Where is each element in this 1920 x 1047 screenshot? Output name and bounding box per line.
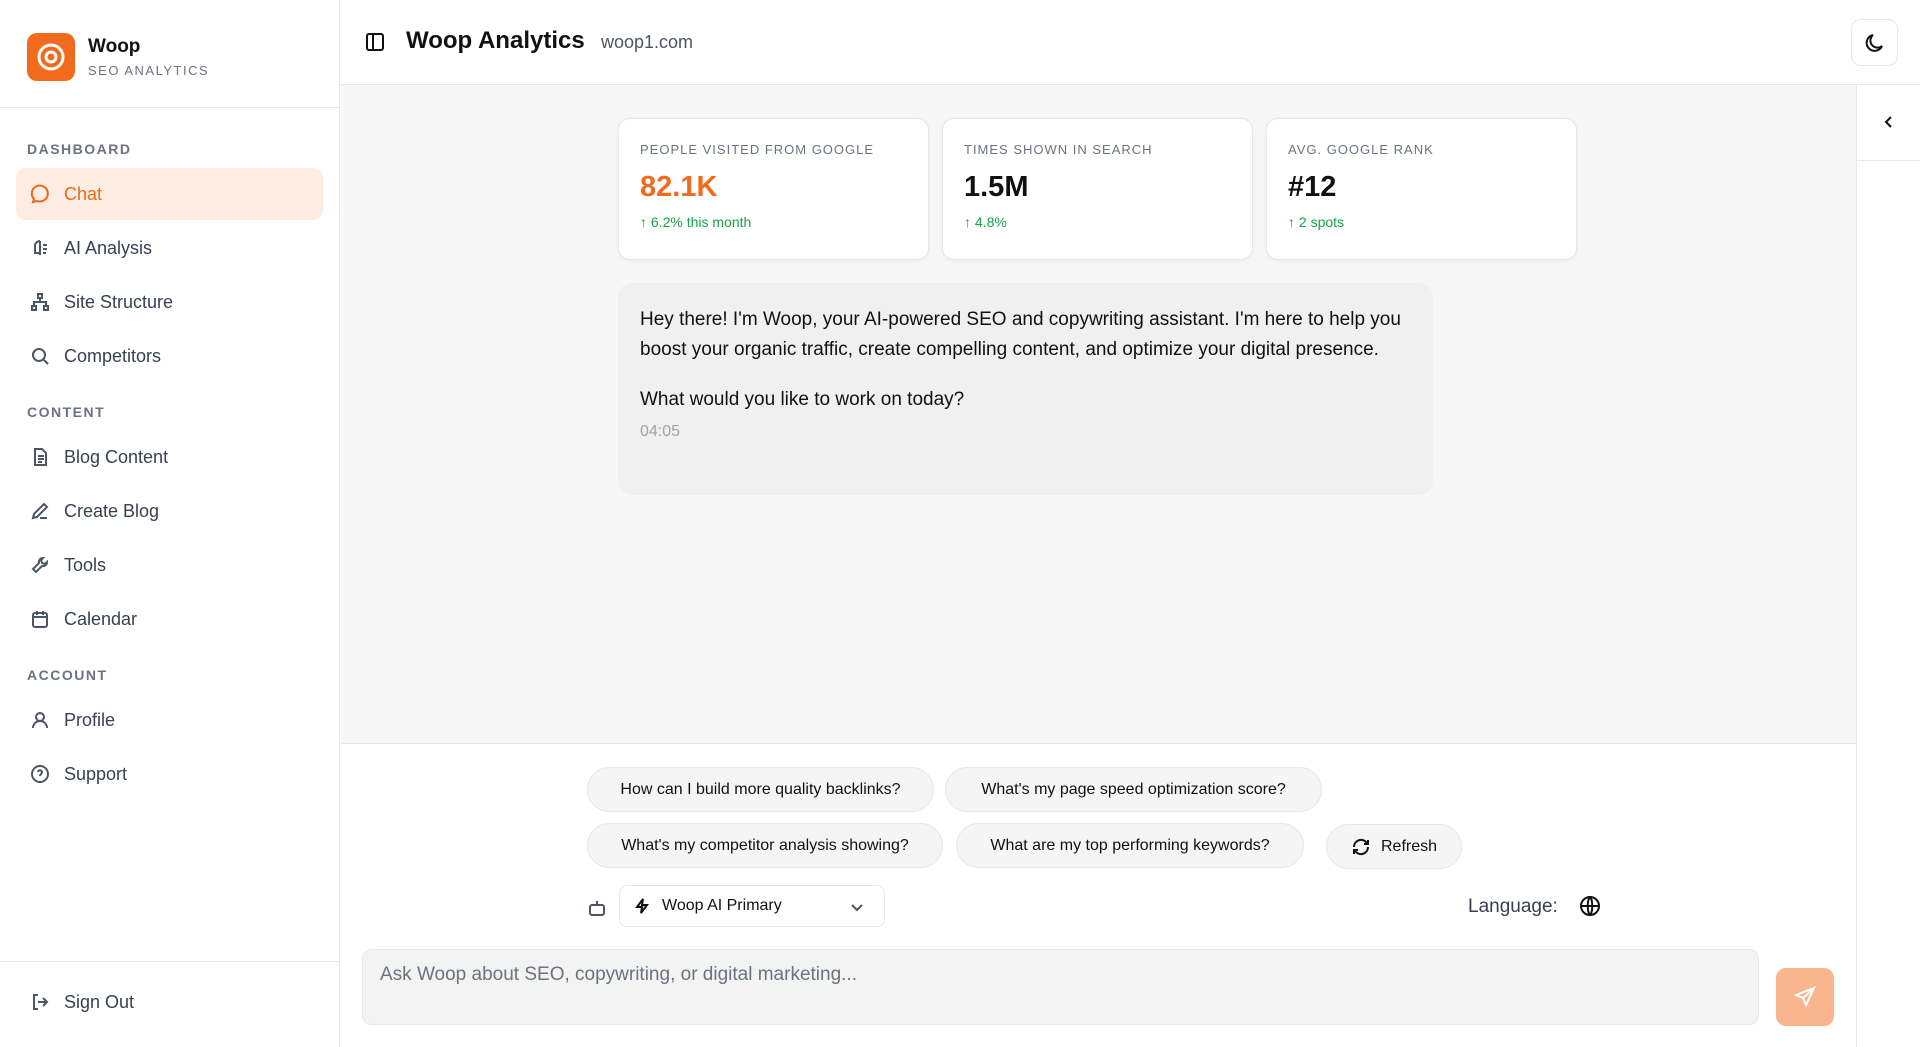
nav-label: Create Blog (64, 500, 160, 521)
bolt-icon (635, 898, 649, 914)
icon (34, 448, 47, 466)
theme-toggle[interactable] (1851, 19, 1898, 66)
section-title: DASHBOARD (27, 141, 132, 157)
nav-item[interactable]: AI Analysis (16, 222, 323, 274)
suggestion-chip[interactable]: What's my page speed optimization score? (945, 767, 1322, 812)
chat-input[interactable]: Ask Woop about SEO, copywriting, or digi… (362, 949, 1759, 1025)
icon (31, 293, 49, 311)
nav-item[interactable]: Blog Content (16, 431, 323, 483)
icon (30, 184, 49, 204)
composer: How can I build more quality backlinks? W… (341, 743, 1856, 1047)
icon (33, 994, 49, 1010)
nav-item[interactable]: Chat (16, 168, 323, 220)
section-title: ACCOUNT (27, 667, 108, 683)
message-text: Hey there! I'm Woop, your AI-powered SEO… (640, 309, 1401, 360)
sidebar-toggle[interactable] (365, 32, 385, 52)
chevron-icon (851, 904, 863, 912)
globe-icon[interactable] (1579, 895, 1601, 917)
model-label: Woop AI Primary (662, 897, 782, 914)
suggestion-chip[interactable]: What are my top performing keywords? (956, 823, 1304, 868)
brand-name: Woop (88, 36, 141, 57)
nav-label: Chat (64, 183, 103, 204)
refresh-icon (1352, 838, 1369, 855)
suggestion-chip[interactable]: How can I build more quality backlinks? (587, 767, 934, 812)
stat-label: AVG. GOOGLE RANK (1288, 142, 1434, 157)
stat-change: ↑ 2 spots (1288, 214, 1345, 230)
language-label: Language: (1468, 896, 1558, 917)
sign-out[interactable]: Sign Out (16, 976, 323, 1028)
icon (32, 348, 49, 365)
nav-item[interactable]: Create Blog (16, 485, 323, 537)
stat-change: ↑ 6.2% this month (640, 214, 752, 230)
stat-value: 1.5M (964, 171, 1029, 203)
header-domain: woop1.com (601, 32, 694, 52)
sign-out-label: Sign Out (64, 991, 135, 1012)
header: Woop Analytics woop1.com (341, 0, 1920, 85)
divider (1857, 160, 1920, 161)
stat-value: 82.1K (640, 171, 718, 203)
icon (31, 502, 49, 520)
section-title: CONTENT (27, 404, 106, 420)
icon (31, 557, 48, 574)
chat-area: PEOPLE VISITED FROM GOOGLE 82.1K ↑ 6.2% th… (341, 85, 1856, 743)
stat-change: ↑ 4.8% (964, 214, 1007, 230)
nav-label: Support (64, 763, 128, 784)
suggestion-chip[interactable]: What's my competitor analysis showing? (587, 823, 943, 868)
divider (0, 107, 340, 108)
nav-item[interactable]: Support (16, 748, 323, 800)
divider (0, 961, 340, 962)
bot-icon (589, 901, 605, 916)
icon (34, 240, 47, 255)
icon (32, 611, 48, 628)
nav-item[interactable]: Calendar (16, 593, 323, 645)
sidebar: Woop SEO ANALYTICS Sign Out DASHBOARD Cha… (0, 0, 340, 1047)
nav-item[interactable]: Tools (16, 539, 323, 591)
nav-label: Blog Content (64, 446, 169, 467)
stat-label: PEOPLE VISITED FROM GOOGLE (640, 142, 875, 157)
nav-label: Tools (64, 554, 107, 575)
message-text: What would you like to work on today? (640, 389, 965, 410)
nav-item[interactable]: Competitors (16, 330, 323, 382)
stat-label: TIMES SHOWN IN SEARCH (964, 142, 1153, 157)
moon-icon (1865, 34, 1883, 52)
send-button[interactable] (1776, 968, 1834, 1026)
nav-label: AI Analysis (64, 237, 153, 258)
refresh-label: Refresh (1380, 837, 1438, 855)
message-bubble: Hey there! I'm Woop, your AI-powered SEO… (618, 283, 1433, 495)
collapse-icon[interactable] (1879, 112, 1899, 132)
send-icon (1793, 986, 1816, 1008)
nav-label: Site Structure (64, 291, 174, 312)
brand-tagline: SEO ANALYTICS (88, 63, 210, 78)
stat-card: PEOPLE VISITED FROM GOOGLE 82.1K ↑ 6.2% th… (618, 118, 929, 260)
header-title: Woop Analytics (406, 27, 585, 54)
icon (31, 765, 49, 783)
nav-label: Competitors (64, 345, 162, 366)
logo (27, 33, 75, 81)
nav-item[interactable]: Site Structure (16, 276, 323, 328)
right-panel (1856, 85, 1920, 1047)
icon (32, 712, 48, 729)
stat-value: #12 (1288, 171, 1337, 203)
message-time: 04:05 (640, 423, 681, 440)
nav-label: Profile (64, 709, 116, 730)
model-select[interactable]: Woop AI Primary (619, 885, 885, 927)
nav-label: Calendar (64, 608, 138, 629)
stat-card: TIMES SHOWN IN SEARCH 1.5M ↑ 4.8% (942, 118, 1253, 260)
refresh-button[interactable]: Refresh (1326, 824, 1462, 869)
stat-card: AVG. GOOGLE RANK #12 ↑ 2 spots (1266, 118, 1577, 260)
nav-item[interactable]: Profile (16, 694, 323, 746)
logo-icon (37, 43, 65, 71)
